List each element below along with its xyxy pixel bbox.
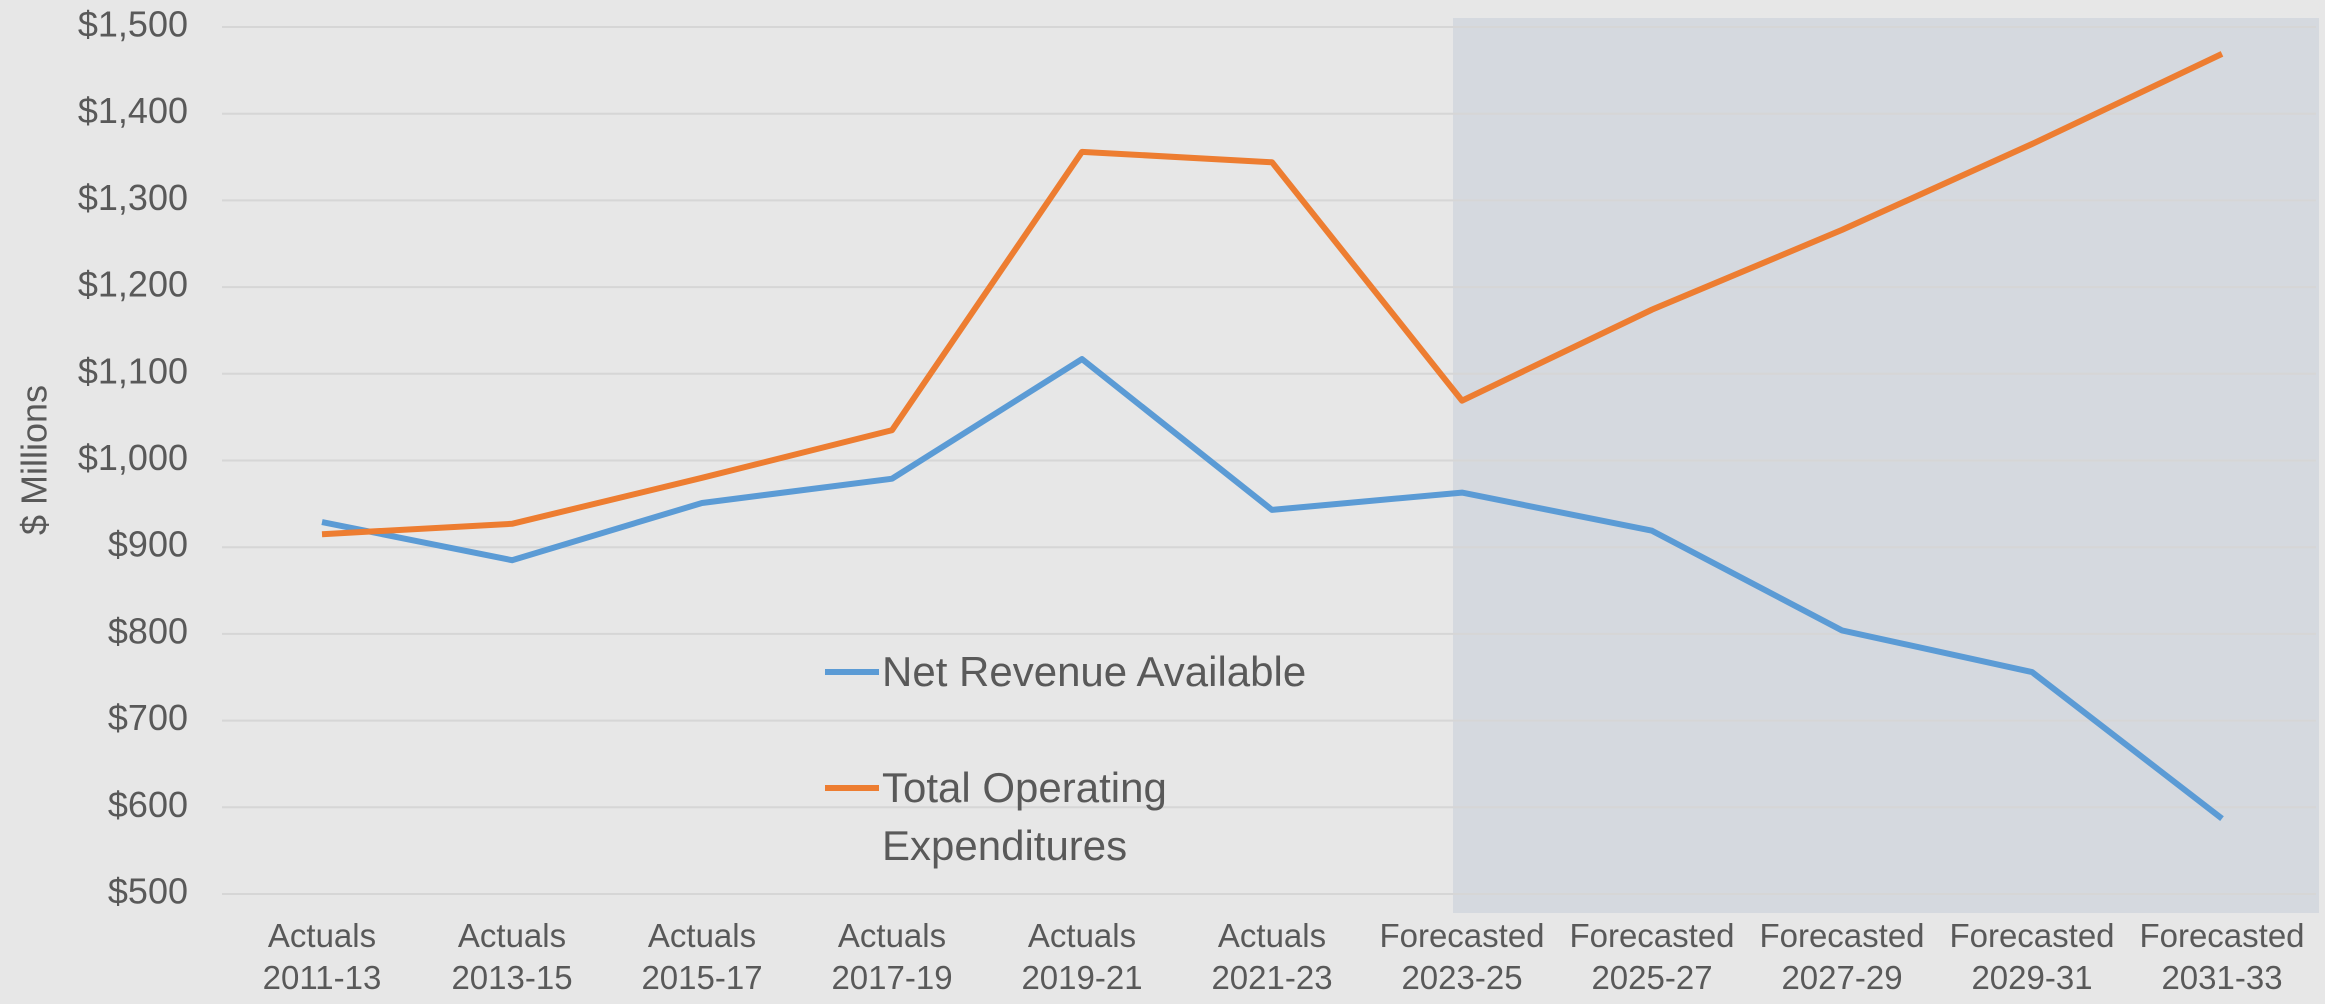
legend-swatch xyxy=(825,669,879,675)
x-tick-label: Forecasted 2027-29 xyxy=(1759,917,1925,996)
legend-label: Net Revenue Available xyxy=(882,648,1307,695)
y-tick-label: $1,100 xyxy=(78,350,188,391)
x-tick-label: Actuals 2011-13 xyxy=(262,917,382,996)
series-line xyxy=(321,356,2224,821)
legend-swatch xyxy=(825,785,879,791)
x-tick-label: Forecasted 2023-25 xyxy=(1379,917,1545,996)
x-tick-label: Forecasted 2029-31 xyxy=(1949,917,2115,996)
y-tick-label: $1,000 xyxy=(78,437,188,478)
y-axis-title: $ Millions xyxy=(14,385,55,535)
x-tick-label: Actuals 2015-17 xyxy=(641,917,763,996)
y-tick-label: $600 xyxy=(108,784,188,825)
x-tick-label: Forecasted 2031-33 xyxy=(2139,917,2305,996)
y-tick-label: $500 xyxy=(108,871,188,912)
forecast-shade xyxy=(1453,18,2319,913)
x-tick-label: Actuals 2019-21 xyxy=(1021,917,1143,996)
x-tick-label: Actuals 2013-15 xyxy=(451,917,573,996)
y-tick-label: $1,300 xyxy=(78,177,188,218)
x-tick-label: Actuals 2021-23 xyxy=(1211,917,1333,996)
y-tick-label: $700 xyxy=(108,697,188,738)
y-tick-label: $1,400 xyxy=(78,90,188,131)
legend-label: Total Operating Expenditures xyxy=(882,764,1167,869)
x-tick-label: Forecasted 2025-27 xyxy=(1569,917,1735,996)
x-tick-label: Actuals 2017-19 xyxy=(831,917,953,996)
y-tick-label: $1,500 xyxy=(78,4,188,45)
y-tick-label: $900 xyxy=(108,524,188,565)
series-line xyxy=(321,51,2224,538)
y-tick-label: $800 xyxy=(108,610,188,651)
y-tick-label: $1,200 xyxy=(78,264,188,305)
